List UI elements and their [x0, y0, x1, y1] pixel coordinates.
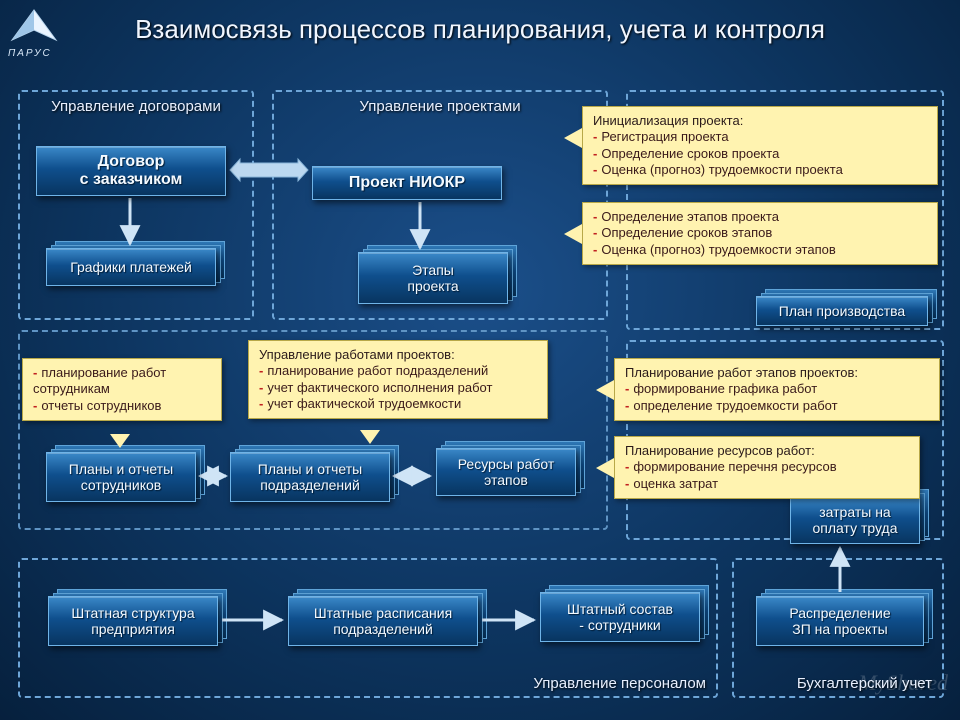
node-resources: Ресурсы работ этапов	[436, 448, 576, 496]
page-title: Взаимосвязь процессов планирования, учет…	[0, 14, 960, 45]
node-pay_sched: Графики платежей	[46, 248, 216, 286]
callout-tail-plan_resources	[596, 458, 614, 478]
callout-tail-plan_emp	[110, 434, 130, 448]
group-label-personnel: Управление персоналом	[533, 675, 706, 692]
node-stages: Этапы проекта	[358, 252, 508, 304]
group-label-contracts: Управление договорами	[20, 98, 252, 115]
callout-manage_works: Управление работами проектов:-планирован…	[248, 340, 548, 419]
node-zp_dist: Распределение ЗП на проекты	[756, 596, 924, 646]
node-project: Проект НИОКР	[312, 166, 502, 200]
callout-tail-plan_stage_works	[596, 380, 614, 400]
callout-tail-manage_works	[360, 430, 380, 444]
group-label-accounting: Бухгалтерский учет	[797, 675, 932, 692]
node-plans_dept: Планы и отчеты подразделений	[230, 452, 390, 502]
callout-stages_def: -Определение этапов проекта-Определение …	[582, 202, 938, 265]
logo-text: ПАРУС	[8, 48, 68, 59]
node-prod_plan: План производства	[756, 296, 928, 326]
node-contract: Договор с заказчиком	[36, 146, 226, 196]
callout-plan_resources: Планирование ресурсов работ:-формировани…	[614, 436, 920, 499]
node-labor_cost: затраты на оплату труда	[790, 496, 920, 544]
group-label-projects: Управление проектами	[274, 98, 606, 115]
callout-init_project: Инициализация проекта:-Регистрация проек…	[582, 106, 938, 185]
callout-tail-init_project	[564, 128, 582, 148]
callout-plan_emp: -планирование работ сотрудникам-отчеты с…	[22, 358, 222, 421]
callout-plan_stage_works: Планирование работ этапов проектов:-форм…	[614, 358, 940, 421]
node-staff_list: Штатный состав - сотрудники	[540, 592, 700, 642]
node-org_struct: Штатная структура предприятия	[48, 596, 218, 646]
callout-tail-stages_def	[564, 224, 582, 244]
node-plans_emp: Планы и отчеты сотрудников	[46, 452, 196, 502]
node-staffing: Штатные расписания подразделений	[288, 596, 478, 646]
